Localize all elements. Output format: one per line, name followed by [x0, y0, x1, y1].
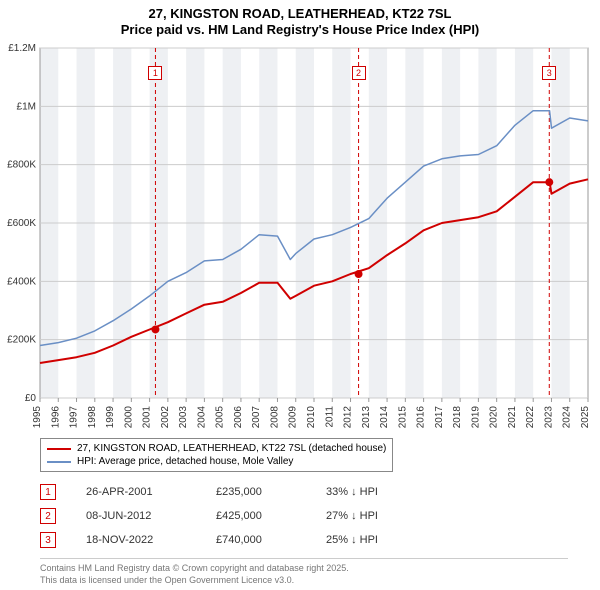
svg-text:£800K: £800K — [7, 160, 36, 171]
svg-text:2007: 2007 — [251, 406, 262, 429]
marker-date: 26-APR-2001 — [86, 486, 186, 498]
svg-text:2021: 2021 — [507, 406, 518, 429]
svg-text:2002: 2002 — [160, 406, 171, 429]
svg-text:2001: 2001 — [142, 406, 153, 429]
svg-text:£0: £0 — [25, 393, 37, 404]
marker-chip: 1 — [40, 484, 56, 500]
legend-swatch — [47, 448, 71, 450]
svg-text:£600K: £600K — [7, 218, 36, 229]
footer-line-2: This data is licensed under the Open Gov… — [40, 575, 568, 587]
svg-text:2025: 2025 — [580, 406, 591, 429]
svg-text:2000: 2000 — [123, 406, 134, 429]
svg-text:2020: 2020 — [489, 406, 500, 429]
svg-text:2016: 2016 — [416, 406, 427, 429]
marker-delta: 27% ↓ HPI — [326, 510, 426, 522]
marker-table-row: 2 08-JUN-2012 £425,000 27% ↓ HPI — [40, 504, 426, 528]
footer-note: Contains HM Land Registry data © Crown c… — [40, 558, 568, 586]
svg-text:2015: 2015 — [397, 406, 408, 429]
marker-table-row: 1 26-APR-2001 £235,000 33% ↓ HPI — [40, 480, 426, 504]
marker-delta: 33% ↓ HPI — [326, 486, 426, 498]
svg-text:2014: 2014 — [379, 406, 390, 429]
svg-text:2003: 2003 — [178, 406, 189, 429]
svg-text:2009: 2009 — [288, 406, 299, 429]
svg-text:2005: 2005 — [215, 406, 226, 429]
legend-row: HPI: Average price, detached house, Mole… — [47, 455, 386, 468]
chart-marker-chip: 3 — [542, 66, 556, 80]
svg-text:2013: 2013 — [361, 406, 372, 429]
marker-delta: 25% ↓ HPI — [326, 534, 426, 546]
svg-text:2006: 2006 — [233, 406, 244, 429]
marker-price: £425,000 — [216, 510, 296, 522]
chart-marker-chip: 1 — [148, 66, 162, 80]
legend-row: 27, KINGSTON ROAD, LEATHERHEAD, KT22 7SL… — [47, 442, 386, 455]
svg-text:2004: 2004 — [196, 406, 207, 429]
markers-table: 1 26-APR-2001 £235,000 33% ↓ HPI 2 08-JUN-201… — [40, 480, 426, 552]
svg-text:2022: 2022 — [525, 406, 536, 429]
legend-label: 27, KINGSTON ROAD, LEATHERHEAD, KT22 7SL… — [77, 443, 386, 454]
marker-price: £740,000 — [216, 534, 296, 546]
chart-svg: £0 £200K £400K £600K £800K £1M £1.2M 1995 1996 19… — [0, 0, 600, 440]
chart-marker-chip: 2 — [352, 66, 366, 80]
svg-text:2008: 2008 — [269, 406, 280, 429]
svg-text:1995: 1995 — [32, 406, 43, 429]
marker-date: 08-JUN-2012 — [86, 510, 186, 522]
svg-text:£1.2M: £1.2M — [8, 43, 36, 54]
legend-swatch — [47, 461, 71, 463]
marker-price: £235,000 — [216, 486, 296, 498]
marker-chip: 2 — [40, 508, 56, 524]
marker-date: 18-NOV-2022 — [86, 534, 186, 546]
marker-chip: 3 — [40, 532, 56, 548]
legend-label: HPI: Average price, detached house, Mole… — [77, 456, 293, 467]
svg-text:2019: 2019 — [470, 406, 481, 429]
svg-text:1998: 1998 — [87, 406, 98, 429]
svg-text:£400K: £400K — [7, 276, 36, 287]
svg-text:2010: 2010 — [306, 406, 317, 429]
svg-text:1999: 1999 — [105, 406, 116, 429]
svg-text:2024: 2024 — [562, 406, 573, 429]
svg-text:1996: 1996 — [50, 406, 61, 429]
svg-text:2023: 2023 — [543, 406, 554, 429]
svg-text:2012: 2012 — [343, 406, 354, 429]
svg-text:2011: 2011 — [324, 406, 335, 428]
svg-text:2017: 2017 — [434, 406, 445, 429]
marker-table-row: 3 18-NOV-2022 £740,000 25% ↓ HPI — [40, 528, 426, 552]
legend-box: 27, KINGSTON ROAD, LEATHERHEAD, KT22 7SL… — [40, 438, 393, 472]
svg-text:2018: 2018 — [452, 406, 463, 429]
svg-text:£200K: £200K — [7, 335, 36, 346]
svg-text:1997: 1997 — [69, 406, 80, 429]
svg-text:£1M: £1M — [17, 101, 36, 112]
footer-line-1: Contains HM Land Registry data © Crown c… — [40, 563, 568, 575]
